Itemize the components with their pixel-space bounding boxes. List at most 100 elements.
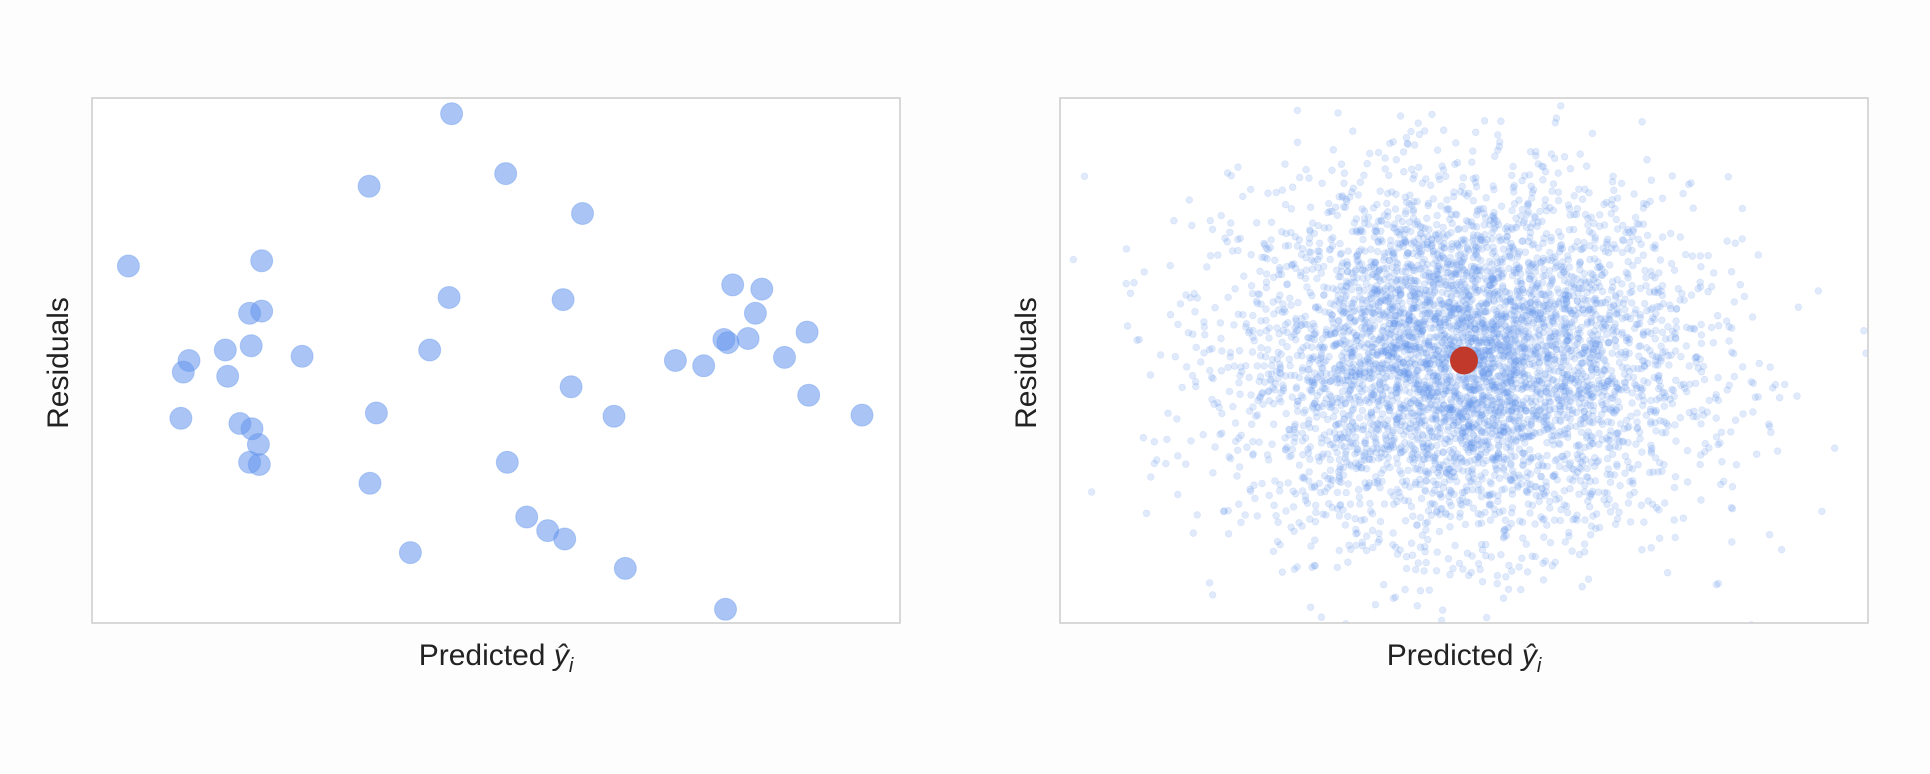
scatter-point	[1388, 188, 1396, 196]
scatter-point	[1226, 348, 1235, 357]
scatter-point	[1411, 565, 1420, 574]
scatter-point	[613, 556, 637, 580]
scatter-point	[1627, 299, 1636, 307]
scatter-point	[1344, 480, 1352, 488]
scatter-point	[1621, 469, 1629, 477]
scatter-point	[1432, 376, 1440, 384]
scatter-point	[1617, 179, 1626, 188]
scatter-point	[1566, 211, 1574, 219]
scatter-point	[1315, 479, 1324, 488]
scatter-point	[1489, 425, 1497, 433]
scatter-point	[1600, 381, 1609, 390]
scatter-point	[1502, 309, 1510, 317]
scatter-point	[1336, 239, 1344, 248]
scatter-point	[1139, 434, 1148, 442]
scatter-point	[1298, 364, 1307, 372]
scatter-point	[1458, 488, 1467, 497]
scatter-point	[1435, 527, 1444, 536]
scatter-point	[1413, 335, 1422, 344]
scatter-point	[1629, 373, 1638, 382]
scatter-point	[1389, 249, 1397, 257]
scatter-point	[1357, 516, 1365, 524]
scatter-point	[1526, 148, 1535, 156]
scatter-point	[1494, 412, 1502, 420]
scatter-point	[1279, 381, 1287, 389]
scatter-point	[1634, 235, 1643, 244]
scatter-point	[1498, 284, 1507, 292]
scatter-point	[1347, 188, 1356, 196]
scatter-point	[1444, 268, 1453, 276]
scatter-point	[1507, 310, 1515, 319]
scatter-point	[1363, 483, 1372, 492]
scatter-point	[1365, 295, 1374, 303]
scatter-point	[1317, 613, 1326, 621]
scatter-point	[1494, 435, 1502, 444]
scatter-point	[1192, 343, 1200, 352]
scatter-point	[1396, 329, 1404, 337]
scatter-point	[1369, 390, 1378, 399]
scatter-point	[1463, 284, 1471, 292]
scatter-point	[1595, 523, 1604, 532]
scatter-point	[1616, 420, 1625, 428]
scatter-point	[1407, 127, 1415, 136]
scatter-point	[1765, 530, 1774, 539]
scatter-point	[1434, 346, 1443, 354]
scatter-point	[1730, 372, 1739, 381]
scatter-point	[1434, 463, 1443, 471]
scatter-point	[1347, 381, 1356, 389]
scatter-point	[1371, 302, 1380, 310]
scatter-point	[1326, 299, 1335, 308]
scatter-point	[1475, 272, 1484, 280]
scatter-point	[1305, 226, 1314, 234]
scatter-point	[1349, 405, 1357, 413]
scatter-point	[1497, 431, 1505, 439]
scatter-point	[1273, 537, 1282, 546]
scatter-point	[1562, 387, 1570, 395]
scatter-point	[1623, 386, 1631, 394]
scatter-point	[1299, 451, 1307, 459]
scatter-point	[1709, 269, 1718, 277]
scatter-point	[1322, 395, 1331, 403]
scatter-point	[1550, 154, 1559, 163]
scatter-point	[1483, 307, 1491, 316]
scatter-point	[1231, 419, 1240, 427]
scatter-point	[1492, 335, 1500, 343]
scatter-point	[1482, 332, 1490, 340]
scatter-point	[1399, 358, 1407, 366]
scatter-point	[1251, 494, 1259, 503]
scatter-point	[1239, 311, 1247, 319]
scatter-point	[1727, 428, 1735, 436]
scatter-point	[1642, 273, 1650, 282]
scatter-point	[1271, 379, 1279, 388]
scatter-point	[1503, 223, 1511, 231]
scatter-point	[1163, 435, 1171, 444]
scatter-point	[1658, 194, 1667, 203]
scatter-point	[1557, 322, 1566, 330]
scatter-point	[1542, 478, 1550, 486]
scatter-point	[1520, 332, 1528, 340]
scatter-point	[1455, 391, 1464, 399]
scatter-point	[1504, 585, 1513, 593]
scatter-point	[1518, 422, 1526, 431]
scatter-point	[1394, 321, 1403, 329]
scatter-point	[1307, 248, 1315, 257]
scatter-point	[1442, 469, 1451, 477]
scatter-point	[1537, 454, 1545, 463]
scatter-point	[1260, 378, 1269, 386]
scatter-point	[1447, 245, 1456, 254]
scatter-point	[1594, 415, 1602, 424]
scatter-point	[1523, 568, 1532, 576]
scatter-point	[1390, 224, 1399, 233]
scatter-point	[1501, 400, 1509, 409]
scatter-point	[1754, 251, 1763, 259]
scatter-point	[1739, 410, 1747, 418]
scatter-point	[1604, 376, 1613, 385]
scatter-point	[1618, 363, 1627, 372]
scatter-point	[1592, 524, 1600, 533]
scatter-point	[1208, 395, 1216, 404]
scatter-point	[1578, 582, 1586, 591]
scatter-point	[1697, 331, 1706, 339]
scatter-point	[1555, 248, 1564, 256]
scatter-point	[1224, 293, 1232, 302]
scatter-point	[1502, 573, 1510, 581]
